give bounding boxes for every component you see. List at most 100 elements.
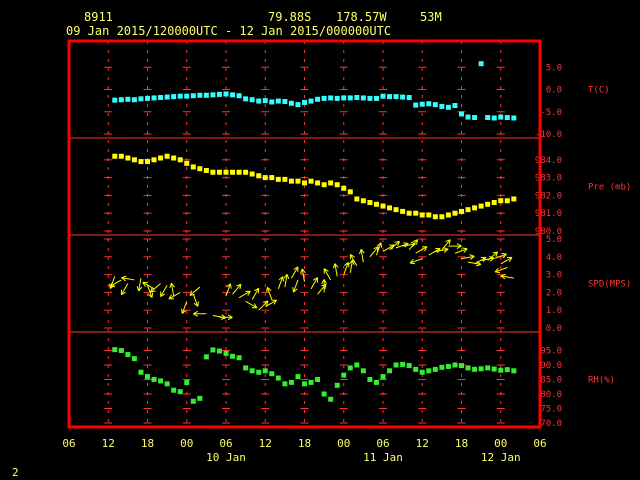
- rh-point: [315, 377, 321, 382]
- temp-point: [197, 92, 203, 98]
- temp-point: [282, 99, 288, 105]
- temp-point: [413, 102, 419, 108]
- pres-point: [393, 207, 399, 213]
- x-tick-label: 06: [533, 437, 546, 450]
- pres-point: [341, 185, 347, 191]
- wind-arrow-head: [456, 245, 462, 249]
- wind-arrow-head: [495, 271, 501, 274]
- wind-arrow-head: [397, 241, 400, 247]
- wind-arrow-shaft: [147, 285, 153, 298]
- x-tick-label: 06: [376, 437, 389, 450]
- wind-arrow-head: [423, 246, 428, 252]
- temp-point: [158, 95, 164, 101]
- pres-point: [302, 180, 307, 186]
- wind-arrow-shaft: [258, 300, 269, 311]
- wind-arrow: [428, 248, 441, 256]
- date-label: 10 Jan: [206, 451, 246, 464]
- temp-point: [334, 95, 340, 101]
- wind-arrow: [359, 249, 365, 263]
- temp-point: [373, 95, 379, 101]
- wind-arrow: [245, 300, 258, 309]
- wind-arrow-head: [495, 251, 499, 257]
- wind-arrow-head: [136, 286, 140, 292]
- wind-arrow-head: [151, 292, 154, 298]
- wind-arrow: [225, 283, 232, 297]
- pres-point: [190, 164, 196, 170]
- rh-point: [210, 347, 216, 353]
- wind-arrow-head: [189, 290, 193, 296]
- wind-arrow-head: [110, 284, 115, 289]
- temp-point: [269, 99, 275, 105]
- rh-point: [112, 347, 118, 353]
- pres-point: [131, 157, 137, 163]
- temp-point: [445, 104, 451, 110]
- panel-label-wind: SPD(MPS): [588, 280, 631, 290]
- wind-arrow-head: [147, 293, 153, 298]
- wind-arrow-shaft: [245, 300, 258, 309]
- wind-arrow-head: [501, 252, 507, 255]
- temp-point: [439, 103, 445, 109]
- pres-point: [485, 201, 491, 207]
- wind-arrow-head: [220, 317, 226, 320]
- wind-arrow-head: [266, 287, 268, 293]
- pres-point: [380, 203, 386, 209]
- temp-point: [367, 95, 373, 101]
- wind-arrow-head: [160, 293, 166, 297]
- x-tick-label: 18: [298, 437, 311, 450]
- temp-point: [308, 98, 314, 104]
- wind-arrow-head: [181, 308, 183, 314]
- rh-point: [197, 395, 203, 401]
- wind-arrow: [147, 285, 154, 298]
- wind-arrow-head: [373, 246, 379, 250]
- rh-point: [177, 389, 183, 395]
- wind-arrow: [189, 286, 201, 296]
- pres-point: [164, 153, 170, 159]
- wind-arrow: [168, 291, 181, 300]
- rh-point: [249, 368, 255, 374]
- rh-point: [243, 365, 249, 371]
- temp-point: [452, 103, 458, 109]
- rh-point: [171, 387, 177, 393]
- wind-arrow-head: [376, 242, 382, 247]
- rh-point: [269, 371, 275, 377]
- temp-point: [236, 93, 242, 99]
- wind-arrow-head: [169, 282, 172, 289]
- wind-arrow-shaft: [360, 249, 364, 263]
- wind-arrow: [415, 246, 428, 254]
- temp-point: [511, 115, 517, 121]
- wind-arrow-head: [247, 290, 251, 296]
- pres-point: [439, 214, 445, 220]
- pres-point: [465, 207, 471, 213]
- wind-arrow-head: [278, 276, 284, 281]
- wind-arrow-head: [262, 300, 269, 303]
- pres-point: [360, 198, 366, 204]
- wind-arrow-head: [500, 273, 506, 277]
- y-tick-label-wind: 4.0: [546, 253, 562, 263]
- rh-point: [230, 353, 236, 359]
- wind-arrow-shaft: [238, 290, 251, 299]
- temp-point: [262, 98, 268, 104]
- wind-arrow: [169, 282, 175, 297]
- wind-arrow: [494, 252, 507, 260]
- wind-arrow-head: [443, 247, 449, 250]
- wind-arrow: [181, 301, 188, 314]
- wind-arrow-head: [349, 259, 353, 265]
- rh-point: [341, 372, 347, 378]
- rh-point: [138, 369, 144, 375]
- pres-point: [288, 178, 294, 184]
- temp-point: [315, 96, 321, 102]
- rh-point: [216, 348, 222, 354]
- wind-arrow-shaft: [170, 283, 175, 297]
- pres-point: [308, 178, 314, 184]
- time-period: 09 Jan 2015/120000UTC - 12 Jan 2015/0000…: [66, 24, 391, 38]
- wind-arrow-shaft: [343, 262, 349, 275]
- wind-arrow: [369, 246, 379, 258]
- wind-arrow-shaft: [467, 261, 481, 265]
- temp-point: [131, 97, 137, 103]
- y-tick-label-pres: 981.0: [535, 209, 562, 219]
- wind-arrow: [290, 266, 299, 279]
- wind-arrow-head: [253, 303, 258, 309]
- rh-point: [406, 363, 412, 369]
- wind-arrow-shaft: [310, 277, 318, 290]
- rh-point: [262, 368, 268, 374]
